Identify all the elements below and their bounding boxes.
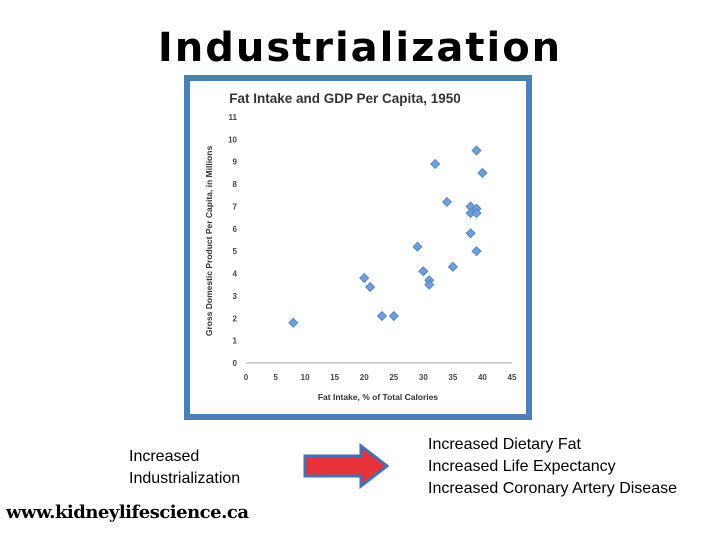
data-point [430, 158, 441, 170]
x-tick-label: 30 [419, 373, 428, 382]
data-point [359, 272, 370, 284]
data-point [365, 281, 376, 293]
y-tick-label: 11 [229, 113, 238, 122]
outcomes-text: Increased Dietary Fat Increased Life Exp… [428, 434, 677, 500]
x-axis-label: Fat Intake, % of Total Calories [318, 392, 439, 402]
chart-title: Fat Intake and GDP Per Capita, 1950 [229, 91, 461, 106]
x-tick-label: 0 [244, 373, 249, 382]
right-arrow-icon [303, 443, 389, 489]
left-line-1: Increased [129, 448, 200, 465]
x-tick-label: 35 [448, 373, 457, 382]
y-tick-label: 0 [233, 359, 238, 368]
data-point [477, 167, 488, 178]
left-line-2: Industrialization [129, 470, 241, 487]
x-tick-label: 25 [389, 373, 398, 382]
y-tick-label: 10 [228, 135, 237, 144]
y-tick-labels: 0 1 2 3 4 5 6 7 8 9 10 11 [228, 113, 237, 368]
data-point [424, 279, 435, 290]
chart-frame: Fat Intake and GDP Per Capita, 1950 Gros… [184, 75, 532, 420]
right-line-3: Increased Coronary Artery Disease [428, 480, 677, 497]
data-point [465, 228, 476, 239]
y-tick-label: 7 [233, 202, 238, 211]
y-tick-label: 9 [233, 158, 238, 167]
data-point [376, 310, 388, 322]
x-tick-label: 45 [508, 373, 517, 382]
y-tick-label: 6 [233, 225, 238, 234]
y-axis-label: Gross Domestic Product Per Capita, in Mi… [204, 146, 214, 337]
y-tick-label: 1 [233, 337, 238, 346]
x-tick-label: 5 [273, 373, 278, 382]
right-line-2: Increased Life Expectancy [428, 458, 616, 475]
data-points [288, 145, 488, 328]
y-tick-label: 4 [233, 270, 238, 279]
data-point [447, 261, 458, 272]
x-tick-labels: 0 5 10 15 20 25 30 35 40 45 [244, 373, 517, 382]
y-tick-label: 5 [233, 247, 238, 256]
data-point [388, 310, 399, 322]
data-point [471, 208, 482, 219]
x-tick-label: 20 [360, 373, 369, 382]
data-point [441, 196, 453, 208]
y-tick-label: 2 [233, 314, 238, 323]
x-tick-label: 15 [330, 373, 339, 382]
website-url: www.kidneylifescience.ca [6, 502, 249, 523]
increased-industrialization-text: Increased Industrialization [129, 446, 240, 490]
data-point [471, 246, 482, 257]
y-tick-label: 3 [233, 292, 238, 301]
y-tick-label: 8 [233, 180, 238, 189]
x-tick-label: 40 [478, 373, 487, 382]
data-point [418, 266, 429, 277]
right-line-1: Increased Dietary Fat [428, 436, 581, 453]
scatter-chart: Fat Intake and GDP Per Capita, 1950 Gros… [204, 91, 517, 402]
slide-title: Industrialization [157, 25, 563, 71]
x-tick-label: 10 [301, 373, 310, 382]
data-point [471, 145, 482, 156]
data-point [288, 317, 299, 328]
data-point [412, 241, 423, 252]
